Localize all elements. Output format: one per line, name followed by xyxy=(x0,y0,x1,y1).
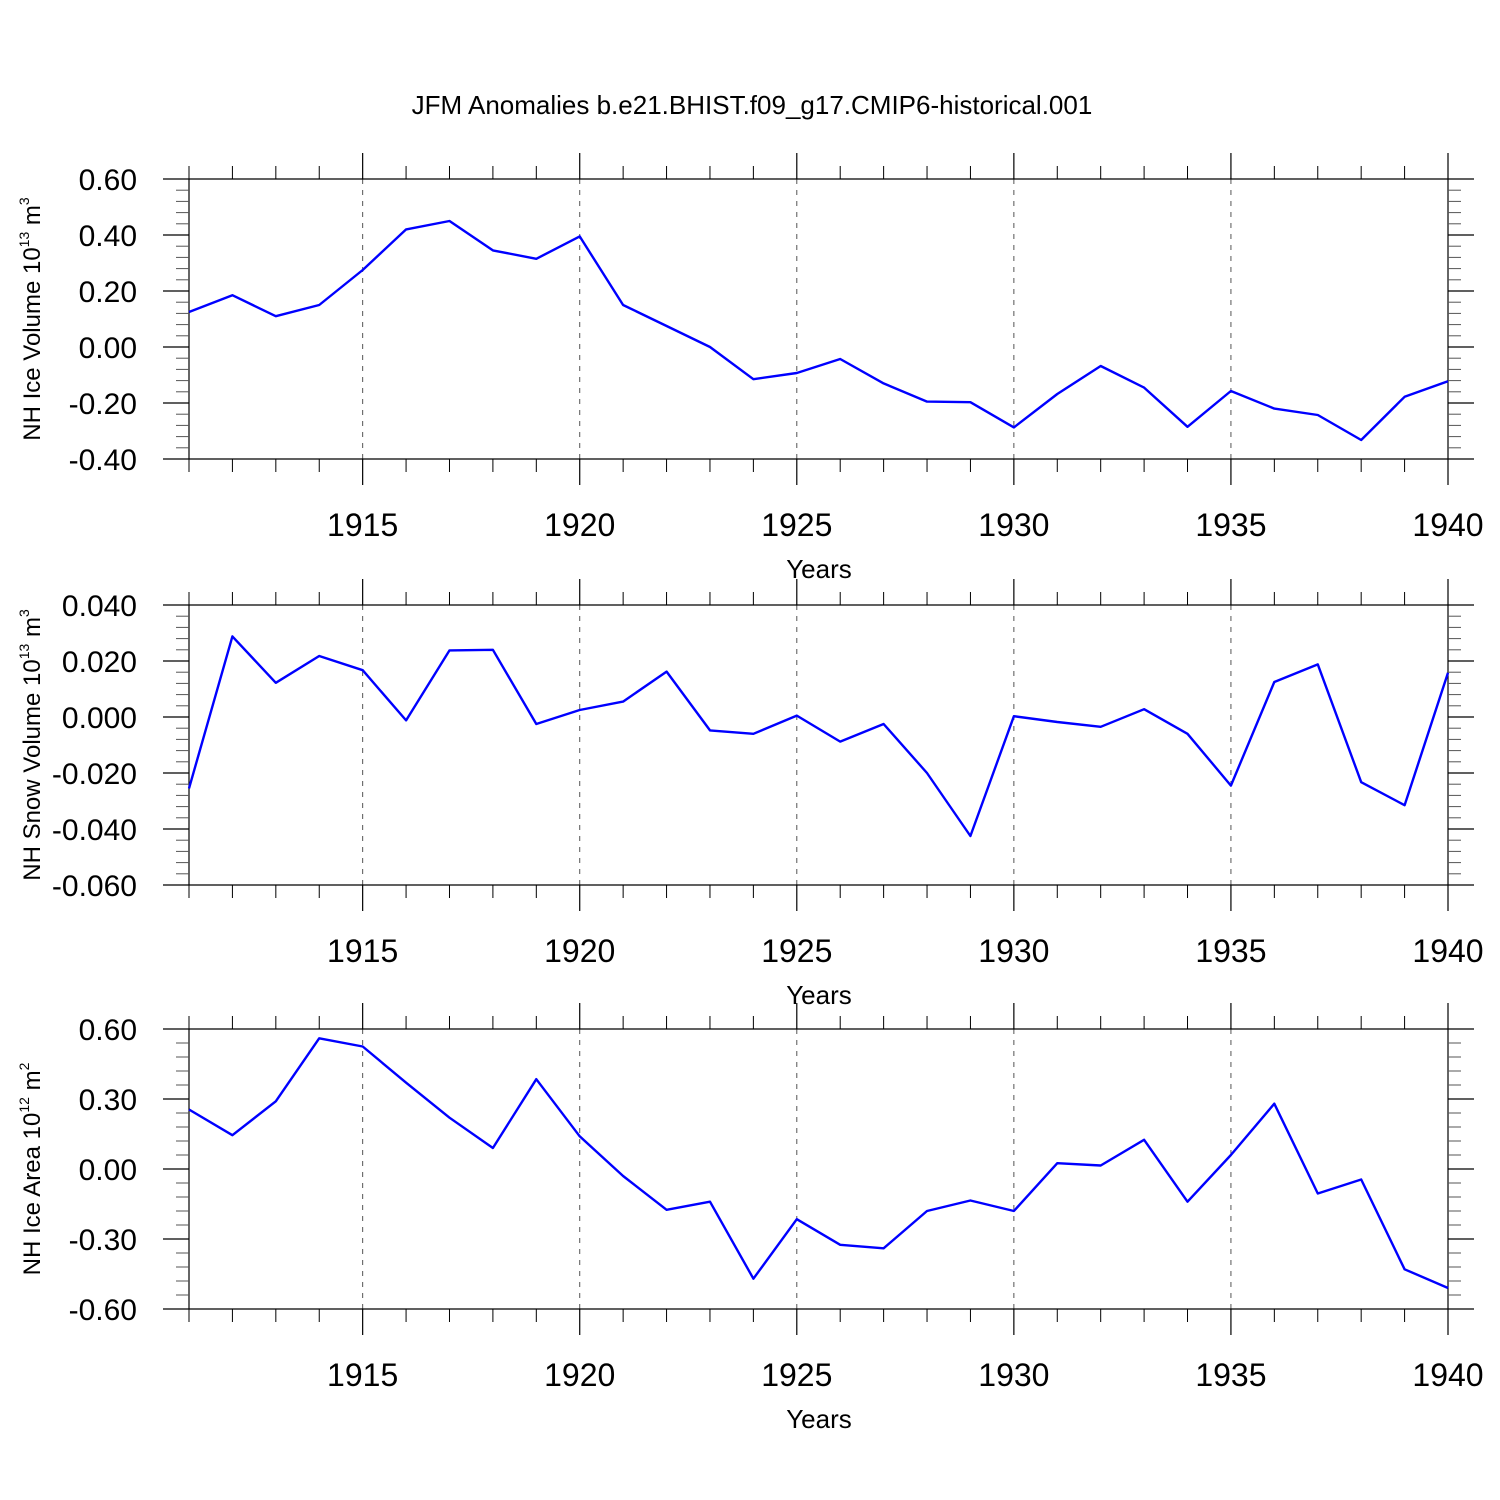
y-tick-label: -0.040 xyxy=(52,814,137,847)
x-tick-label: 1920 xyxy=(544,507,615,543)
x-axis-title: Years xyxy=(786,980,852,1010)
y-axis-title: NH Snow Volume 1013 m3 xyxy=(16,609,46,881)
y-tick-label: 0.20 xyxy=(79,276,137,309)
y-tick-label: 0.60 xyxy=(79,164,137,197)
x-axis-title: Years xyxy=(786,1404,852,1434)
chart-panel-1: -0.40 -0.20 0.00 0.20 0.40 0.60 1915 1920 1925 19… xyxy=(16,153,1484,584)
y-axis-title: NH Ice Area 1012 m2 xyxy=(16,1062,46,1275)
y-tick-label: 0.00 xyxy=(79,332,137,365)
x-tick-label: 1930 xyxy=(978,1357,1049,1393)
x-tick-label: 1930 xyxy=(978,933,1049,969)
x-tick-label: 1940 xyxy=(1412,1357,1483,1393)
x-tick-label: 1925 xyxy=(761,1357,832,1393)
series-line xyxy=(187,635,1450,838)
x-tick-label: 1930 xyxy=(978,507,1049,543)
x-tick-label: 1920 xyxy=(544,933,615,969)
y-tick-label: 0.30 xyxy=(79,1084,137,1117)
y-tick-label: 0.020 xyxy=(62,646,137,679)
series-line xyxy=(188,219,1449,442)
y-axis-title: NH Ice Volume 1013 m3 xyxy=(16,197,46,441)
x-tick-label: 1915 xyxy=(327,1357,398,1393)
x-tick-label: 1935 xyxy=(1195,933,1266,969)
x-axis-title: Years xyxy=(786,554,852,584)
x-tick-label: 1915 xyxy=(327,933,398,969)
x-tick-label: 1940 xyxy=(1412,933,1483,969)
y-tick-label: -0.30 xyxy=(69,1224,137,1257)
chart-panel-2: -0.060 -0.040 -0.020 0.000 0.020 0.040 1915 192… xyxy=(16,579,1484,1010)
x-tick-label: 1940 xyxy=(1412,507,1483,543)
y-tick-label: -0.020 xyxy=(52,758,137,791)
chart-title: JFM Anomalies b.e21.BHIST.f09_g17.CMIP6-… xyxy=(412,90,1093,120)
x-tick-label: 1915 xyxy=(327,507,398,543)
y-tick-label: 0.60 xyxy=(79,1014,137,1047)
y-tick-label: -0.60 xyxy=(69,1294,137,1327)
y-tick-label: -0.40 xyxy=(69,444,137,477)
x-tick-label: 1925 xyxy=(761,933,832,969)
x-tick-label: 1935 xyxy=(1195,507,1266,543)
y-tick-label: -0.060 xyxy=(52,870,137,903)
y-tick-label: 0.00 xyxy=(79,1154,137,1187)
chart-panel-3: -0.60 -0.30 0.00 0.30 0.60 1915 1920 1925 1930 19… xyxy=(16,1003,1484,1434)
y-tick-label: 0.000 xyxy=(62,702,137,735)
series-line xyxy=(188,1037,1449,1290)
y-tick-label: 0.40 xyxy=(79,220,137,253)
x-tick-label: 1935 xyxy=(1195,1357,1266,1393)
x-tick-label: 1920 xyxy=(544,1357,615,1393)
x-tick-label: 1925 xyxy=(761,507,832,543)
y-tick-label: -0.20 xyxy=(69,388,137,421)
y-tick-label: 0.040 xyxy=(62,590,137,623)
